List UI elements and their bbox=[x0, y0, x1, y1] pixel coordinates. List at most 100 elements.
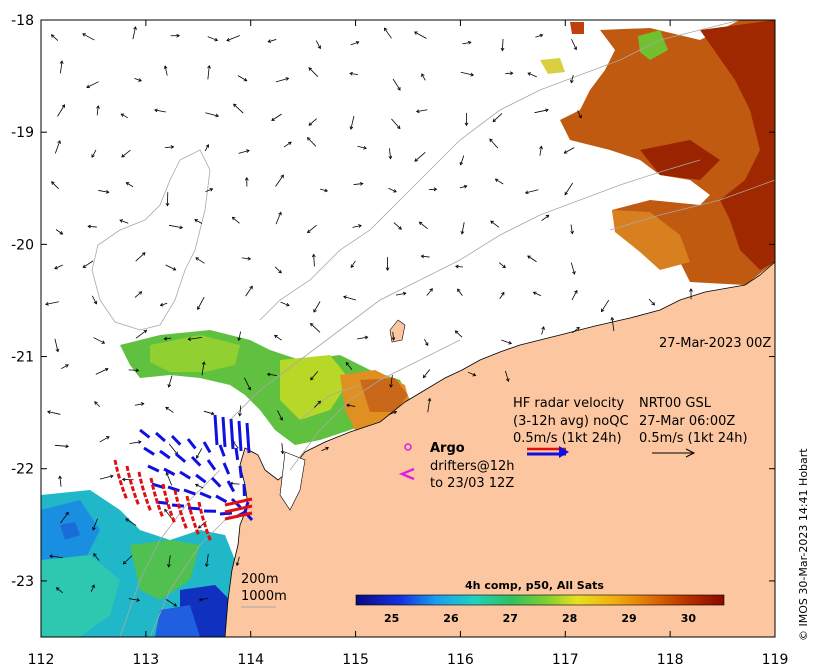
drifter-track bbox=[197, 501, 213, 543]
velocity-arrow bbox=[275, 211, 282, 225]
velocity-arrow bbox=[154, 108, 166, 113]
velocity-arrow bbox=[308, 118, 317, 126]
velocity-arrow bbox=[275, 174, 284, 187]
colorbar-tick-label: 29 bbox=[621, 612, 636, 625]
velocity-arrow bbox=[570, 74, 574, 84]
velocity-arrow bbox=[61, 364, 69, 370]
hf-radar-arrow bbox=[183, 488, 196, 496]
velocity-arrow bbox=[91, 149, 97, 158]
y-tick-label: -19 bbox=[11, 125, 34, 141]
velocity-arrow bbox=[205, 187, 214, 193]
velocity-arrow bbox=[454, 330, 463, 338]
velocity-arrow bbox=[306, 224, 317, 234]
velocity-arrow bbox=[274, 266, 282, 274]
x-tick-label: 117 bbox=[552, 652, 579, 668]
velocity-arrow bbox=[187, 336, 203, 341]
velocity-arrow bbox=[47, 410, 61, 415]
hf-radar-arrow bbox=[237, 420, 243, 452]
velocity-arrow bbox=[527, 72, 537, 78]
hf-radar-arrow bbox=[199, 491, 212, 500]
velocity-arrow bbox=[428, 187, 438, 192]
velocity-arrow bbox=[163, 336, 172, 341]
drifter-track bbox=[149, 477, 165, 519]
colorbar-tick-label: 30 bbox=[681, 612, 697, 625]
velocity-arrow bbox=[203, 410, 215, 416]
velocity-arrow bbox=[388, 187, 397, 193]
velocity-vectors bbox=[45, 26, 693, 607]
velocity-arrow bbox=[82, 260, 94, 268]
hf-sub: (3-12h avg) noQC bbox=[513, 414, 629, 429]
velocity-arrow bbox=[357, 335, 369, 340]
velocity-arrow bbox=[99, 436, 110, 443]
velocity-arrow bbox=[541, 214, 550, 221]
velocity-arrow bbox=[571, 38, 578, 51]
velocity-arrow bbox=[204, 144, 210, 152]
hf-radar-arrow bbox=[147, 464, 160, 473]
velocity-arrow bbox=[426, 288, 433, 296]
velocity-arrow bbox=[321, 446, 330, 452]
velocity-arrow bbox=[352, 224, 362, 228]
velocity-arrow bbox=[82, 33, 95, 41]
velocity-arrow bbox=[500, 38, 505, 52]
velocity-arrow bbox=[349, 71, 359, 76]
velocity-arrow bbox=[55, 587, 63, 594]
velocity-arrow bbox=[128, 368, 140, 373]
velocity-arrow bbox=[391, 331, 396, 341]
y-tick-label: -23 bbox=[11, 574, 34, 590]
nrt-scale: 0.5m/s (1kt 24h) bbox=[639, 431, 748, 446]
hf-radar-arrow bbox=[206, 459, 217, 471]
velocity-arrow bbox=[422, 369, 431, 379]
velocity-arrow bbox=[577, 110, 582, 119]
hf-radar-arrow bbox=[143, 446, 155, 456]
velocity-arrow bbox=[194, 483, 204, 489]
velocity-arrow bbox=[51, 181, 59, 189]
velocity-arrow bbox=[457, 288, 463, 296]
velocity-arrow bbox=[427, 397, 432, 413]
velocity-arrow bbox=[119, 219, 129, 224]
velocity-arrow bbox=[99, 474, 114, 480]
velocity-arrow bbox=[392, 78, 401, 91]
velocity-arrow bbox=[570, 262, 576, 275]
x-tick-label: 116 bbox=[447, 652, 474, 668]
velocity-arrow bbox=[45, 301, 59, 306]
velocity-arrow bbox=[120, 113, 128, 119]
colorbar-tick-label: 26 bbox=[443, 612, 459, 625]
x-tick-label: 114 bbox=[237, 652, 264, 668]
velocity-arrow bbox=[462, 40, 472, 45]
velocity-arrow bbox=[489, 138, 499, 149]
velocity-arrow bbox=[539, 145, 543, 156]
velocity-arrow bbox=[238, 149, 250, 154]
velocity-arrow bbox=[266, 372, 277, 377]
velocity-arrow bbox=[274, 334, 282, 341]
velocity-arrow bbox=[195, 257, 205, 264]
velocity-arrow bbox=[532, 291, 542, 297]
velocity-arrow bbox=[459, 184, 468, 189]
y-tick-label: -20 bbox=[11, 237, 34, 253]
velocity-arrow bbox=[383, 27, 392, 39]
velocity-arrow bbox=[87, 224, 97, 229]
velocity-arrow bbox=[132, 26, 137, 40]
velocity-arrow bbox=[689, 288, 693, 300]
hf-legend-arrow bbox=[527, 446, 569, 458]
velocity-arrow bbox=[165, 599, 178, 607]
velocity-arrow bbox=[164, 145, 175, 149]
hf-radar-arrow bbox=[163, 467, 176, 476]
drifter-track bbox=[185, 495, 201, 537]
nrt-legend-arrow bbox=[652, 448, 696, 458]
velocity-arrow bbox=[54, 264, 63, 270]
velocity-arrow bbox=[460, 71, 475, 77]
hf-radar-arrow bbox=[159, 449, 171, 460]
velocity-arrow bbox=[393, 222, 402, 230]
axes: 112 113 114 115 116 117 118 119 -18 -19 -20 -21 -22 -… bbox=[11, 13, 788, 668]
velocity-arrow bbox=[134, 402, 145, 406]
velocity-arrow bbox=[648, 298, 655, 306]
velocity-arrow bbox=[58, 475, 62, 487]
velocity-arrow bbox=[226, 35, 240, 42]
velocity-arrow bbox=[86, 81, 99, 89]
velocity-arrow bbox=[460, 222, 465, 235]
velocity-arrow bbox=[207, 64, 211, 80]
velocity-arrow bbox=[134, 291, 143, 298]
hf-radar-arrow bbox=[139, 428, 151, 439]
colorbar-ramp bbox=[355, 594, 725, 606]
